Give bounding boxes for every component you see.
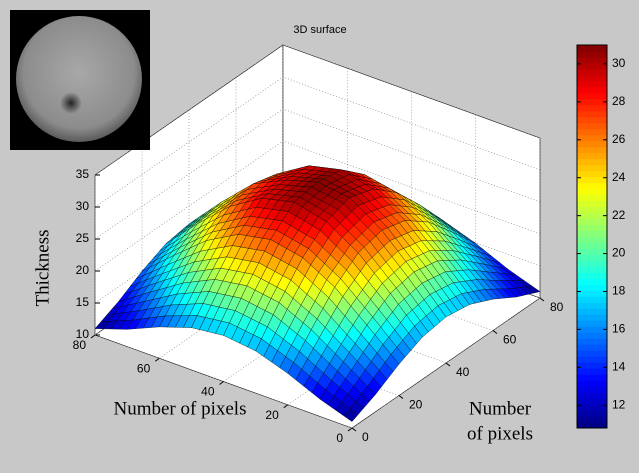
colorbar-cell — [577, 75, 607, 81]
colorbar-cell — [577, 296, 607, 302]
colorbar-cell — [577, 105, 607, 111]
chart: 1015202530350204060800204060801214161820… — [0, 0, 639, 473]
colorbar-cell — [577, 87, 607, 93]
y-axis-label: of pixels — [467, 423, 533, 444]
colorbar-cell — [577, 183, 607, 189]
page: 1015202530350204060800204060801214161820… — [0, 0, 639, 473]
colorbar-cell — [577, 398, 607, 404]
z-tick-label: 15 — [76, 295, 90, 309]
z-tick-label: 20 — [76, 263, 90, 277]
colorbar-cell — [577, 99, 607, 105]
inset-image — [10, 10, 150, 150]
chart-title: 3D surface — [293, 24, 346, 36]
colorbar-cell — [577, 201, 607, 207]
colorbar-cell — [577, 356, 607, 362]
colorbar-cell — [577, 117, 607, 123]
colorbar-cell — [577, 332, 607, 338]
colorbar-cell — [577, 254, 607, 260]
colorbar-cell — [577, 272, 607, 278]
colorbar-cell — [577, 219, 607, 225]
colorbar-cell — [577, 57, 607, 63]
x-tick-label: 80 — [73, 338, 87, 352]
colorbar-tick-label: 12 — [612, 397, 626, 411]
colorbar-cell — [577, 404, 607, 410]
colorbar-cell — [577, 177, 607, 183]
colorbar-tick-label: 20 — [612, 246, 626, 260]
y-tick-label: 60 — [503, 333, 517, 347]
colorbar-tick-label: 16 — [612, 322, 626, 336]
y-tick-label: 20 — [409, 398, 423, 412]
colorbar-tick-label: 28 — [612, 94, 626, 108]
colorbar-cell — [577, 51, 607, 57]
colorbar-cell — [577, 63, 607, 69]
colorbar-cell — [577, 302, 607, 308]
colorbar-cell — [577, 129, 607, 135]
colorbar-cell — [577, 362, 607, 368]
colorbar-cell — [577, 266, 607, 272]
colorbar-cell — [577, 171, 607, 177]
colorbar-tick-label: 14 — [612, 359, 626, 373]
colorbar-cell — [577, 248, 607, 254]
colorbar-cell — [577, 147, 607, 153]
colorbar-cell — [577, 153, 607, 159]
colorbar-cell — [577, 416, 607, 422]
colorbar-cell — [577, 380, 607, 386]
colorbar-cell — [577, 69, 607, 75]
y-tick-label: 40 — [456, 365, 470, 379]
colorbar-cell — [577, 260, 607, 266]
colorbar-cell — [577, 284, 607, 290]
colorbar-cell — [577, 123, 607, 129]
y-tick-label: 0 — [362, 430, 369, 444]
colorbar-cell — [577, 374, 607, 380]
colorbar-cell — [577, 278, 607, 284]
inset-spot — [60, 92, 82, 114]
colorbar-cell — [577, 242, 607, 248]
colorbar-cell — [577, 231, 607, 237]
colorbar-tick-label: 30 — [612, 56, 626, 70]
colorbar-cell — [577, 195, 607, 201]
colorbar-cell — [577, 207, 607, 213]
colorbar-cell — [577, 81, 607, 87]
z-tick-label: 25 — [76, 231, 90, 245]
x-tick-label: 20 — [265, 408, 279, 422]
colorbar-cell — [577, 314, 607, 320]
colorbar-cell — [577, 165, 607, 171]
colorbar-cell — [577, 225, 607, 231]
colorbar-cell — [577, 392, 607, 398]
y-tick-label: 80 — [550, 300, 564, 314]
colorbar-cell — [577, 111, 607, 117]
colorbar-cell — [577, 213, 607, 219]
colorbar-cell — [577, 326, 607, 332]
z-axis-label: Thickness — [32, 229, 53, 306]
colorbar-cell — [577, 189, 607, 195]
colorbar-tick-label: 18 — [612, 284, 626, 298]
y-axis-label: Number — [469, 398, 532, 419]
colorbar-cell — [577, 45, 607, 51]
colorbar-cell — [577, 159, 607, 165]
colorbar-tick-label: 26 — [612, 132, 626, 146]
colorbar-cell — [577, 386, 607, 392]
colorbar-cell — [577, 237, 607, 243]
inset-disc — [16, 16, 142, 142]
colorbar-cell — [577, 368, 607, 374]
colorbar-tick-label: 22 — [612, 208, 626, 222]
x-tick-label: 60 — [137, 361, 151, 375]
colorbar-cell — [577, 308, 607, 314]
colorbar-cell — [577, 410, 607, 416]
x-tick-label: 0 — [336, 431, 343, 445]
x-axis-label: Number of pixels — [114, 398, 247, 419]
colorbar-cell — [577, 135, 607, 141]
colorbar-cell — [577, 141, 607, 147]
colorbar-cell — [577, 290, 607, 296]
colorbar-cell — [577, 344, 607, 350]
z-tick-label: 30 — [76, 199, 90, 213]
colorbar-cell — [577, 338, 607, 344]
colorbar-cell — [577, 93, 607, 99]
z-tick-label: 35 — [76, 167, 90, 181]
colorbar-cell — [577, 320, 607, 326]
colorbar-tick-label: 24 — [612, 170, 626, 184]
x-tick-label: 40 — [201, 385, 215, 399]
colorbar-cell — [577, 350, 607, 356]
